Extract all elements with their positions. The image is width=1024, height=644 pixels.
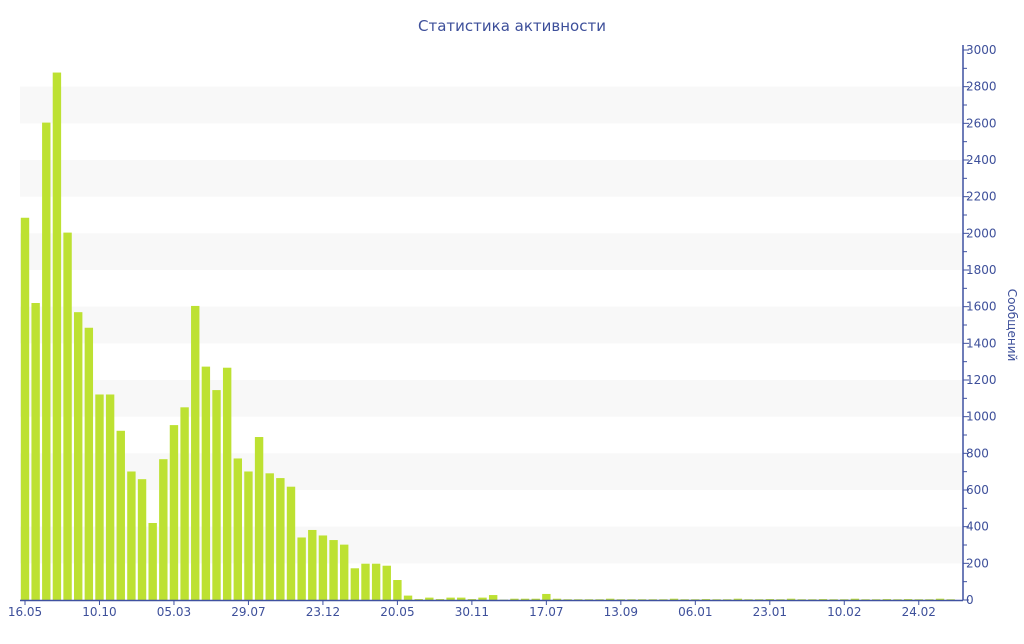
bar <box>31 303 39 600</box>
y-tick-label: 3000 <box>966 43 997 57</box>
x-tick-label: 23.12 <box>306 605 340 619</box>
y-tick-label: 1800 <box>966 263 997 277</box>
grid-band <box>20 160 962 197</box>
bar <box>297 537 305 600</box>
bar <box>308 530 316 600</box>
bar <box>42 123 50 600</box>
y-tick-label: 2000 <box>966 226 997 240</box>
bar <box>404 596 412 600</box>
chart-title: Статистика активности <box>418 17 606 35</box>
y-tick-label: 2200 <box>966 190 997 204</box>
x-tick-label: 05.03 <box>157 605 191 619</box>
bar <box>383 566 391 600</box>
bar <box>372 564 380 600</box>
y-tick-label: 1400 <box>966 336 997 350</box>
y-tick-label: 400 <box>966 520 989 534</box>
bar <box>276 478 284 600</box>
grid-band <box>20 87 962 124</box>
x-tick-label: 13.09 <box>604 605 638 619</box>
y-tick-label: 0 <box>966 593 974 607</box>
bar <box>457 598 465 600</box>
x-tick-label: 20.05 <box>380 605 414 619</box>
bar <box>106 394 114 600</box>
y-tick-label: 1000 <box>966 410 997 424</box>
x-axis: 16.05 10.10 05.03 29.07 23.12 20.05 30.11 17.07… <box>8 600 963 619</box>
y-axis: 0 200 400 600 800 1000 1200 1400 1600 1800 2000 220… <box>963 43 997 607</box>
bar <box>85 328 93 600</box>
bar <box>234 458 242 600</box>
bar <box>170 425 178 600</box>
y-tick-label: 200 <box>966 556 989 570</box>
bar <box>319 535 327 600</box>
y-tick-label: 2800 <box>966 80 997 94</box>
x-tick-label: 24.02 <box>902 605 936 619</box>
bar <box>287 487 295 600</box>
x-tick-label: 10.02 <box>827 605 861 619</box>
bar <box>425 598 433 600</box>
y-tick-label: 800 <box>966 446 989 460</box>
bar <box>478 598 486 600</box>
bar <box>223 368 231 600</box>
bar <box>53 73 61 600</box>
bar <box>180 407 188 600</box>
grid-band <box>20 233 962 270</box>
bar <box>351 568 359 600</box>
x-tick-label: 29.07 <box>231 605 265 619</box>
bar <box>63 233 71 600</box>
bar <box>361 564 369 600</box>
bar <box>21 218 29 600</box>
x-tick-label: 17.07 <box>529 605 563 619</box>
y-tick-label: 1200 <box>966 373 997 387</box>
x-tick-label: 16.05 <box>8 605 42 619</box>
bar <box>266 473 274 600</box>
bar <box>212 390 220 600</box>
bar <box>446 598 454 600</box>
bar <box>340 545 348 600</box>
bar <box>74 312 82 600</box>
bar <box>202 367 210 600</box>
grid-band <box>20 380 962 417</box>
y-tick-label: 1600 <box>966 300 997 314</box>
bar <box>255 437 263 600</box>
bar <box>159 459 167 600</box>
bar <box>148 523 156 600</box>
bar <box>489 595 497 600</box>
bar <box>542 594 550 600</box>
x-tick-label: 10.10 <box>82 605 116 619</box>
bar <box>244 471 252 600</box>
x-tick-label: 23.01 <box>753 605 787 619</box>
bar <box>191 306 199 600</box>
bar <box>127 471 135 600</box>
x-tick-label: 30.11 <box>455 605 489 619</box>
grid-band <box>20 307 962 344</box>
y-tick-label: 600 <box>966 483 989 497</box>
bar <box>138 479 146 600</box>
bar <box>95 394 103 600</box>
bar <box>329 540 337 600</box>
y-tick-label: 2400 <box>966 153 997 167</box>
y-axis-title: Сообщений <box>1005 289 1019 362</box>
bar <box>117 431 125 600</box>
bar <box>393 580 401 600</box>
x-tick-label: 06.01 <box>678 605 712 619</box>
y-tick-label: 2600 <box>966 116 997 130</box>
